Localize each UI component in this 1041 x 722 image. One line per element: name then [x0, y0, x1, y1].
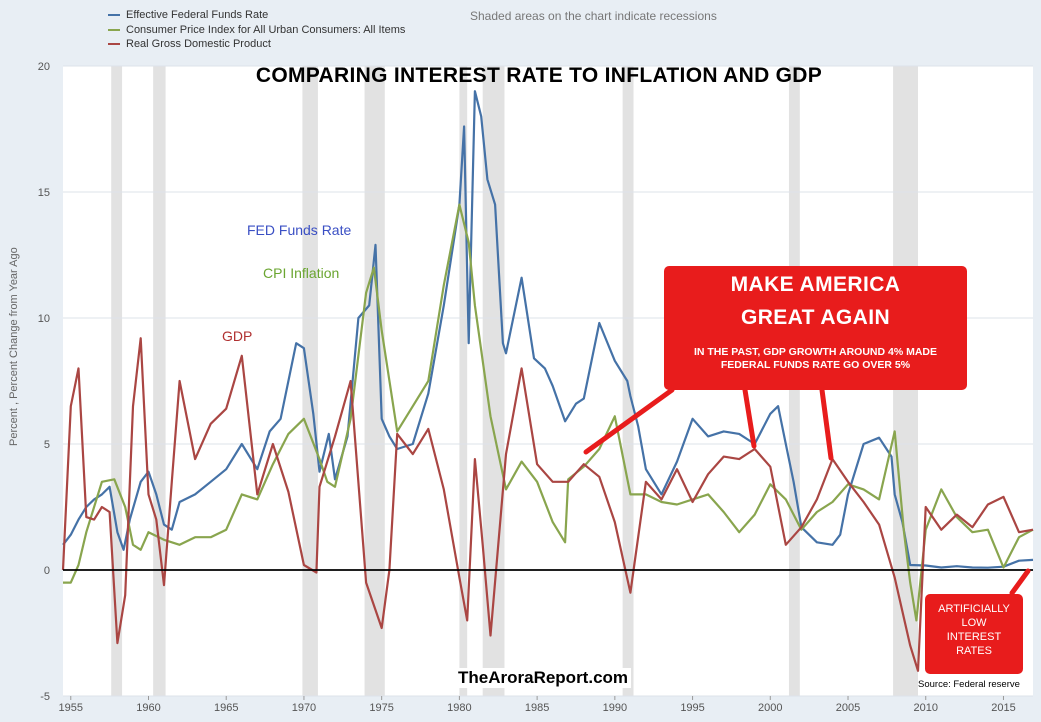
legend-swatch: [108, 14, 120, 17]
legend-label: Real Gross Domestic Product: [126, 38, 271, 50]
x-axis-ticks: 1955 1960 1965 1970 1975 1980 1985 1990 1995 2000…: [59, 696, 1016, 714]
legend: Effective Federal Funds Rate Consumer Pr…: [108, 8, 405, 52]
x-tick-label: 1985: [525, 702, 549, 714]
y-tick-label: 0: [44, 565, 50, 577]
legend-item-fed[interactable]: Effective Federal Funds Rate: [108, 8, 405, 23]
label-fed-funds: FED Funds Rate: [247, 222, 352, 238]
chart-title: COMPARING INTEREST RATE TO INFLATION AND…: [255, 64, 823, 87]
low-rates-line: ARTIFICIALLY: [938, 603, 1010, 615]
x-tick-label: 2000: [758, 702, 782, 714]
x-tick-label: 1970: [292, 702, 316, 714]
x-tick-label: 1965: [214, 702, 238, 714]
pointer-1999: [742, 387, 757, 449]
callout-line1: MAKE AMERICA: [730, 273, 901, 296]
low-rates-callout: ARTIFICIALLY LOW INTEREST RATES: [925, 594, 1023, 674]
label-cpi: CPI Inflation: [263, 265, 340, 281]
series-line[interactable]: [63, 203, 1034, 622]
series-line[interactable]: [62, 90, 1034, 569]
y-tick-label: 5: [44, 439, 50, 451]
x-tick-label: 1980: [447, 702, 471, 714]
y-tick-label: 10: [38, 313, 50, 325]
recession-band: [364, 66, 385, 696]
x-tick-label: 2010: [913, 702, 937, 714]
legend-item-cpi[interactable]: Consumer Price Index for All Urban Consu…: [108, 23, 405, 38]
y-tick-label: 15: [38, 187, 50, 199]
series-line[interactable]: [61, 337, 1034, 672]
low-rates-line: LOW: [961, 617, 987, 629]
x-tick-label: 1975: [369, 702, 393, 714]
callout-pointers: [583, 387, 1031, 596]
series-lines: [61, 90, 1034, 672]
recession-band: [302, 66, 318, 696]
low-rates-line: INTEREST: [946, 631, 1002, 643]
site-watermark: TheAroraReport.com: [455, 668, 632, 688]
legend-label: Consumer Price Index for All Urban Consu…: [126, 23, 406, 36]
x-tick-label: 1955: [59, 702, 83, 714]
recession-band: [153, 66, 166, 696]
legend-item-gdp[interactable]: Real Gross Domestic Product: [108, 37, 405, 52]
x-tick-label: 2005: [836, 702, 860, 714]
callout-line2: GREAT AGAIN: [740, 306, 891, 329]
y-tick-label: -5: [40, 691, 50, 703]
pointer-2016: [1009, 568, 1031, 596]
source-note: Source: Federal reserve: [918, 679, 1020, 690]
x-tick-label: 1995: [680, 702, 704, 714]
legend-swatch: [108, 43, 120, 46]
pointer-2004: [819, 387, 834, 461]
low-rates-line: RATES: [956, 645, 992, 657]
legend-label: Effective Federal Funds Rate: [126, 9, 269, 21]
maga-callout: MAKE AMERICA GREAT AGAIN IN THE PAST, GD…: [664, 266, 967, 390]
recession-band: [459, 66, 468, 696]
y-axis-label: Percent , Percent Change from Year Ago: [8, 247, 20, 446]
recession-band: [111, 66, 123, 696]
y-tick-label: 20: [38, 61, 50, 73]
pointer-1990: [583, 387, 675, 455]
x-tick-label: 2015: [991, 702, 1015, 714]
x-tick-label: 1990: [603, 702, 627, 714]
legend-swatch: [108, 28, 120, 31]
recession-note: Shaded areas on the chart indicate reces…: [470, 9, 717, 23]
callout-body: IN THE PAST, GDP GROWTH AROUND 4% MADE F…: [693, 346, 938, 371]
x-tick-label: 1960: [136, 702, 160, 714]
y-axis-ticks: -5 0 5 10 15 20: [38, 61, 50, 703]
label-gdp: GDP: [222, 328, 253, 344]
